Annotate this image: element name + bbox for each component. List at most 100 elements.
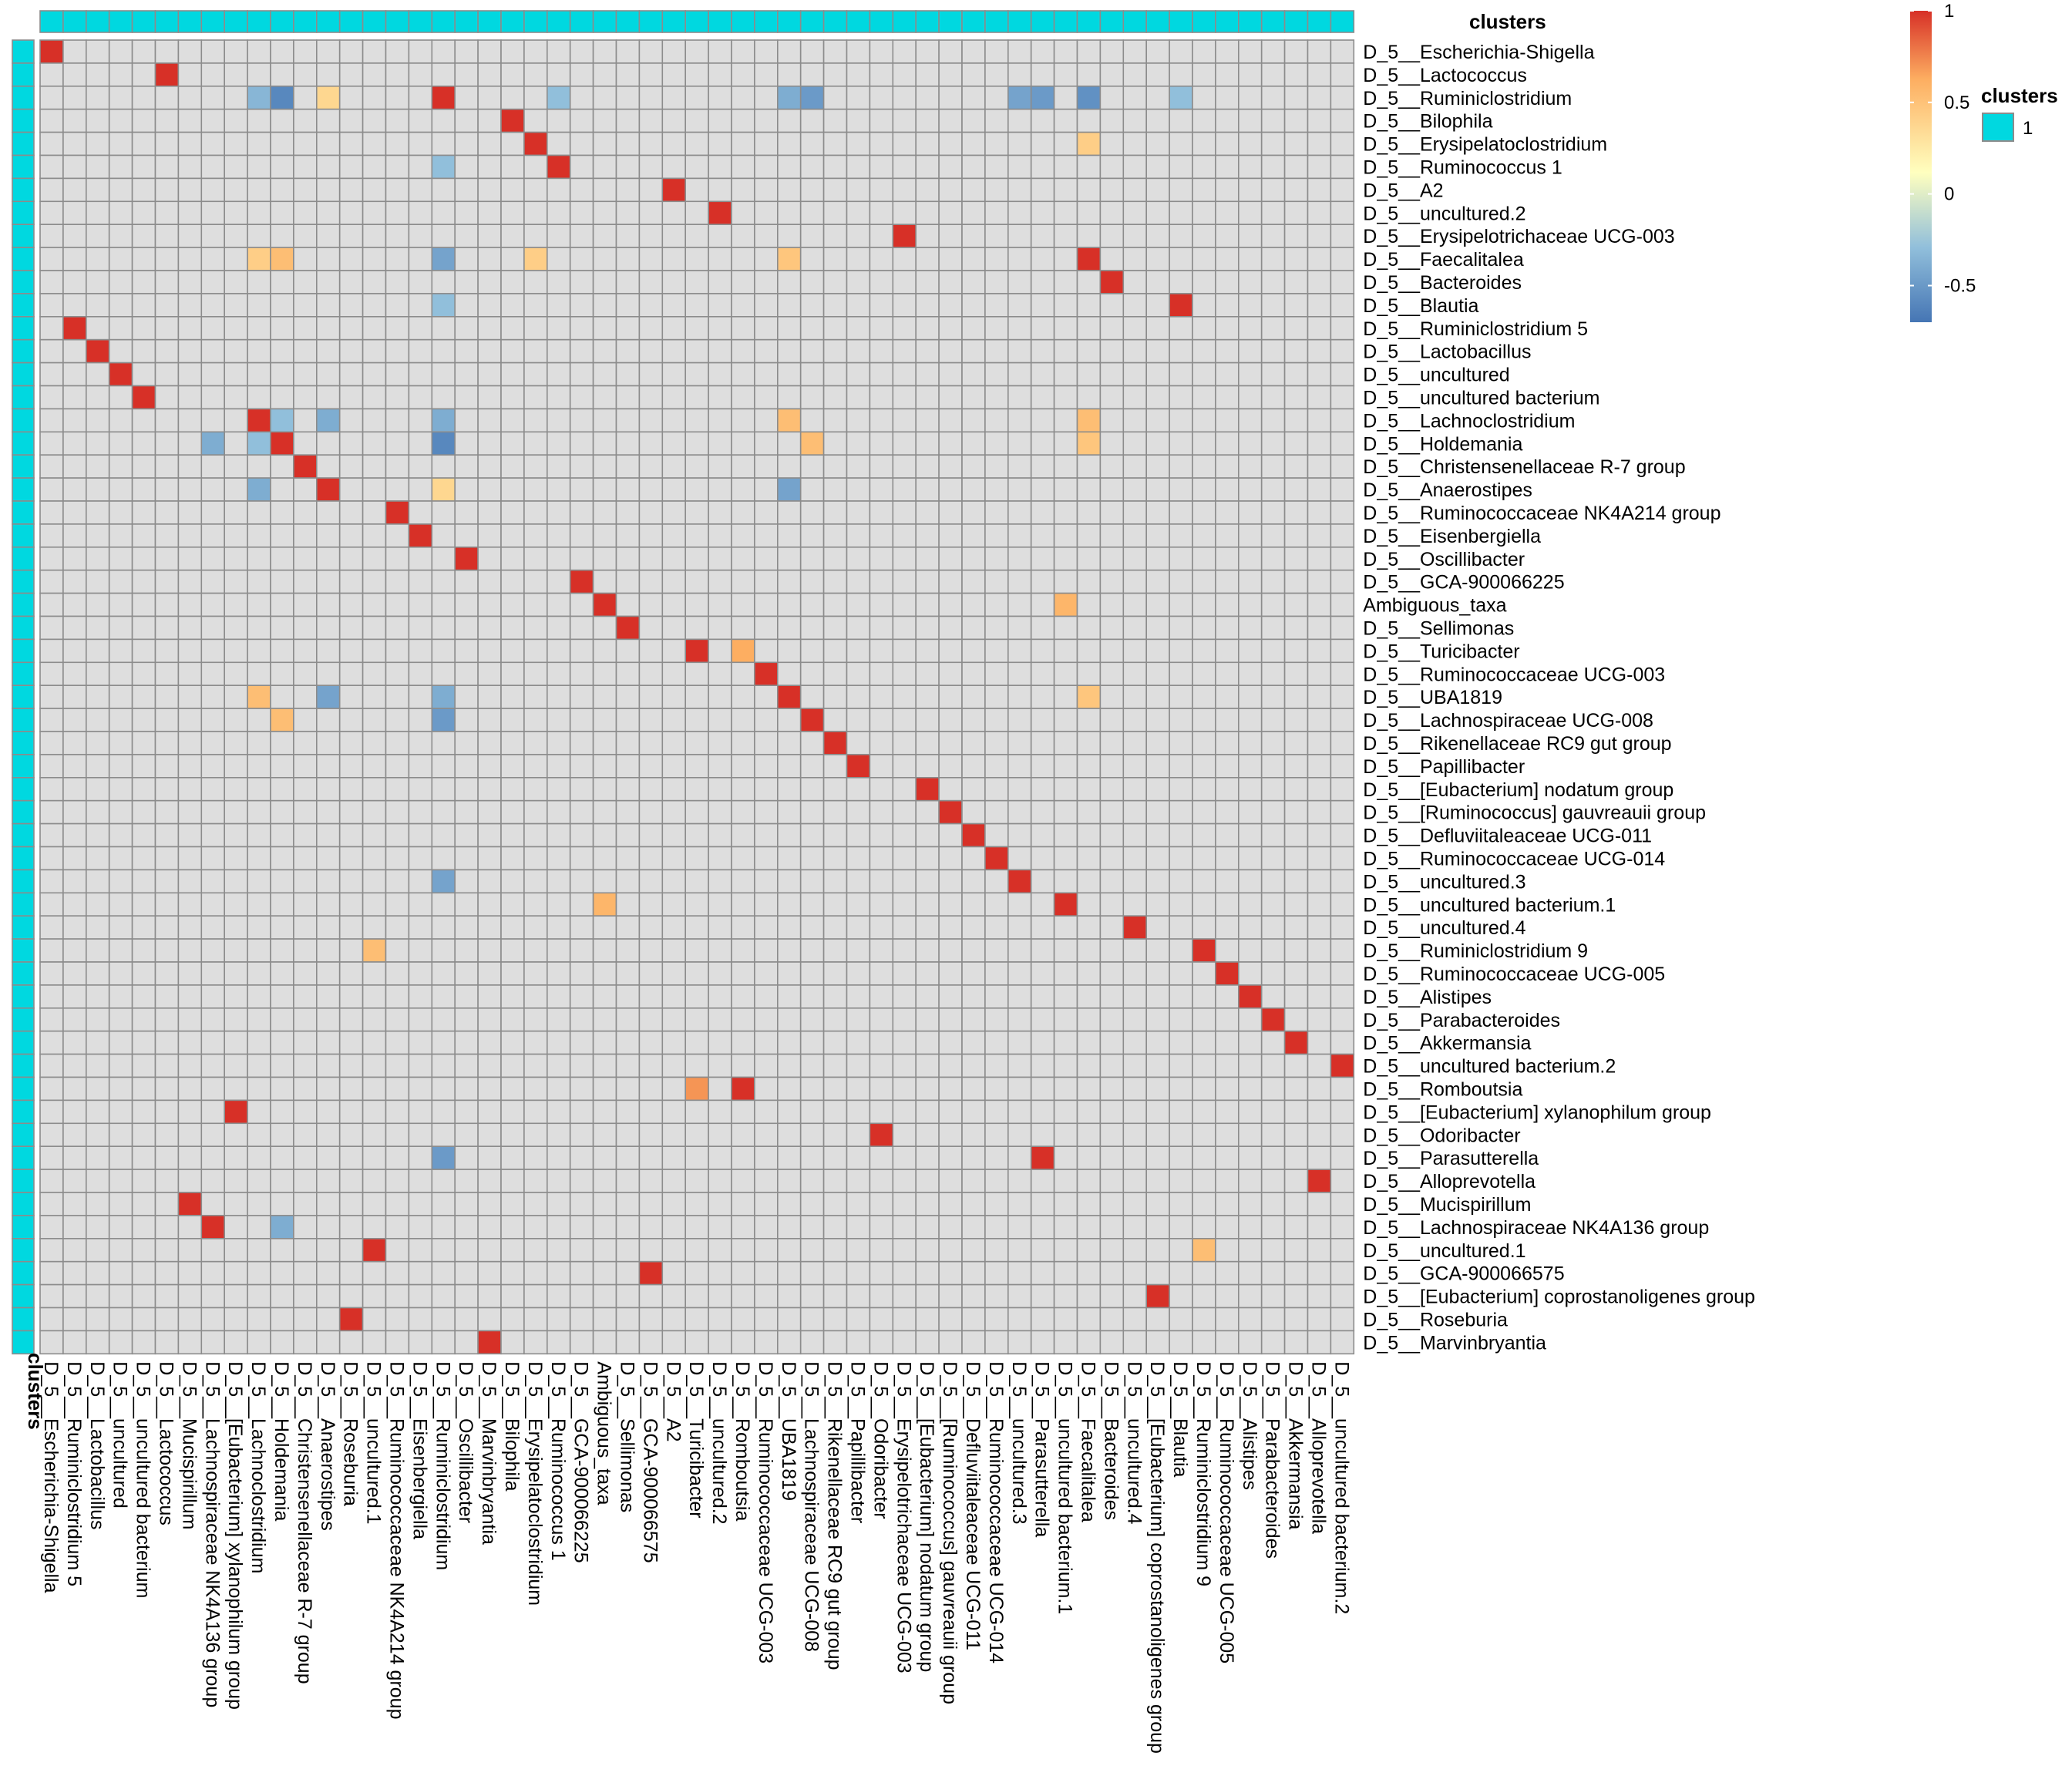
heatmap-cell — [523, 1260, 548, 1286]
heatmap-cell — [1260, 869, 1286, 894]
heatmap-cell — [293, 477, 318, 502]
heatmap-cell — [247, 200, 271, 225]
heatmap-cell — [86, 1007, 110, 1032]
heatmap-cell — [1192, 200, 1216, 225]
heatmap-cell — [546, 731, 571, 755]
heatmap-cell — [1099, 1192, 1125, 1216]
heatmap-cell — [338, 1053, 364, 1078]
heatmap-cell — [592, 408, 617, 433]
heatmap-cell — [569, 1007, 594, 1032]
heatmap-cell — [1076, 1076, 1102, 1102]
heatmap-cell — [362, 315, 387, 341]
heatmap-cell — [1192, 846, 1216, 871]
heatmap-cell — [1283, 200, 1309, 225]
heatmap-cell — [592, 500, 617, 525]
heatmap-cell — [1169, 638, 1193, 664]
heatmap-cell — [1215, 362, 1240, 387]
heatmap-cell — [1330, 154, 1355, 180]
heatmap-cell — [154, 39, 180, 64]
heatmap-cell — [1169, 892, 1193, 917]
heatmap-cell — [1145, 1307, 1170, 1332]
heatmap-cell — [984, 385, 1009, 410]
heatmap-cell — [569, 776, 594, 802]
heatmap-cell — [315, 799, 341, 825]
heatmap-cell — [1283, 500, 1309, 525]
heatmap-cell — [1192, 915, 1216, 940]
heatmap-cell — [915, 362, 940, 387]
heatmap-cell — [247, 408, 271, 433]
heatmap-cell — [592, 39, 617, 64]
heatmap-cell — [270, 62, 294, 87]
column-cluster-cell — [638, 10, 664, 33]
heatmap-cell — [62, 338, 87, 364]
heatmap-cell — [661, 338, 686, 364]
heatmap-cell — [638, 108, 664, 133]
heatmap-cell — [431, 1215, 456, 1240]
heatmap-cell — [131, 569, 156, 594]
heatmap-cell — [1099, 523, 1125, 548]
row-cluster-cell — [12, 200, 35, 225]
heatmap-cell — [200, 569, 225, 594]
column-label: D_5__Defluviitaleaceae UCG-011 — [962, 1361, 984, 1650]
heatmap-cell — [408, 546, 433, 571]
heatmap-cell — [799, 431, 825, 456]
heatmap-cell — [938, 684, 963, 709]
heatmap-cell — [200, 822, 225, 848]
heatmap-cell — [200, 592, 225, 617]
heatmap-cell — [108, 961, 133, 986]
row-label: D_5__Eisenbergiella — [1363, 526, 1541, 547]
heatmap-cell — [1099, 915, 1125, 940]
heatmap-cell — [892, 1076, 917, 1102]
heatmap-cell — [500, 108, 525, 133]
heatmap-cell — [1238, 477, 1263, 502]
heatmap-cell — [892, 500, 917, 525]
heatmap-cell — [892, 1053, 917, 1078]
heatmap-cell — [247, 431, 271, 456]
heatmap-cell — [177, 961, 203, 986]
heatmap-cell — [224, 315, 248, 341]
heatmap-cell — [86, 708, 110, 732]
heatmap-cell — [638, 1053, 664, 1078]
row-cluster-cell — [12, 177, 35, 203]
heatmap-cell — [523, 86, 548, 110]
heatmap-cell — [592, 177, 617, 203]
heatmap-cell — [224, 1260, 248, 1286]
heatmap-cell — [1215, 177, 1240, 203]
row-label: D_5__Akkermansia — [1363, 1033, 1531, 1054]
row-label: D_5__Lactococcus — [1363, 65, 1527, 86]
heatmap-cell — [1215, 846, 1240, 871]
heatmap-cell — [177, 293, 203, 318]
heatmap-cell — [200, 247, 225, 271]
heatmap-cell — [869, 177, 894, 203]
heatmap-cell — [1053, 708, 1078, 732]
heatmap-cell — [846, 615, 871, 641]
heatmap-cell — [86, 1030, 110, 1055]
heatmap-cell — [431, 523, 456, 548]
heatmap-cell — [39, 500, 64, 525]
heatmap-cell — [1007, 1007, 1032, 1032]
column-cluster-cell — [961, 10, 986, 33]
heatmap-cell — [477, 776, 502, 802]
heatmap-cell — [569, 938, 594, 963]
heatmap-cell — [293, 776, 318, 802]
heatmap-cell — [86, 338, 110, 364]
heatmap-cell — [592, 546, 617, 571]
heatmap-cell — [385, 62, 410, 87]
heatmap-cell — [1007, 385, 1032, 410]
heatmap-cell — [1330, 754, 1355, 779]
heatmap-cell — [661, 1007, 686, 1032]
heatmap-cell — [1099, 661, 1125, 686]
heatmap-cell — [86, 500, 110, 525]
heatmap-cell — [1145, 731, 1170, 755]
heatmap-cell — [708, 822, 732, 848]
heatmap-cell — [247, 477, 271, 502]
heatmap-cell — [684, 477, 709, 502]
heatmap-cell — [86, 546, 110, 571]
heatmap-cell — [846, 846, 871, 871]
heatmap-cell — [592, 1238, 617, 1263]
heatmap-cell — [500, 869, 525, 894]
heatmap-cell — [638, 754, 664, 779]
heatmap-cell — [431, 1260, 456, 1286]
heatmap-cell — [39, 731, 64, 755]
heatmap-cell — [270, 408, 294, 433]
